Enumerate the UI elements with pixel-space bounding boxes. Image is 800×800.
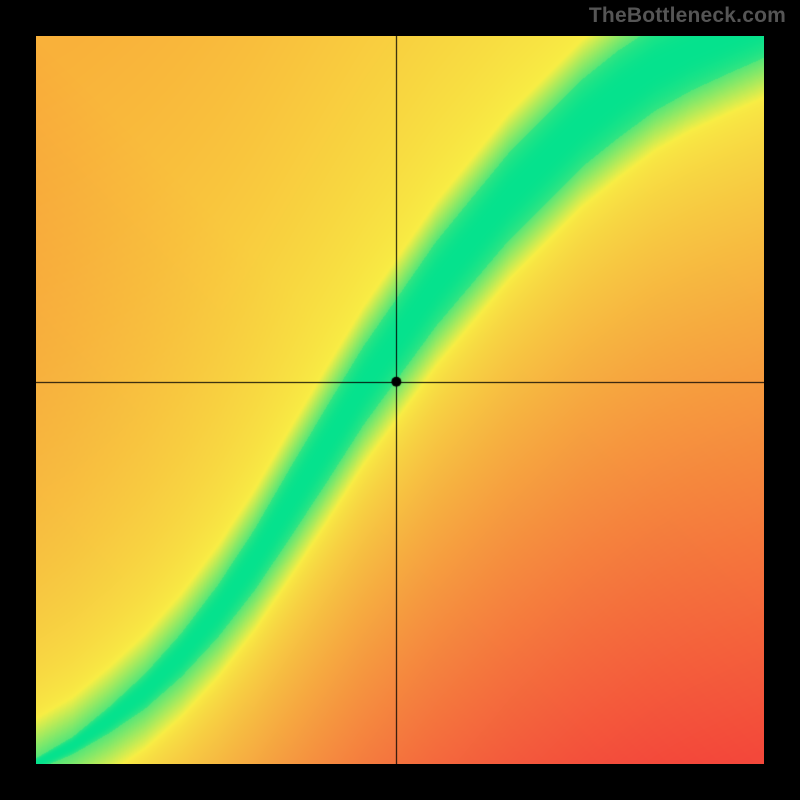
attribution-label: TheBottleneck.com [589,4,786,28]
plot-area [36,36,764,764]
bottleneck-heatmap [36,36,764,764]
chart-container: TheBottleneck.com [0,0,800,800]
